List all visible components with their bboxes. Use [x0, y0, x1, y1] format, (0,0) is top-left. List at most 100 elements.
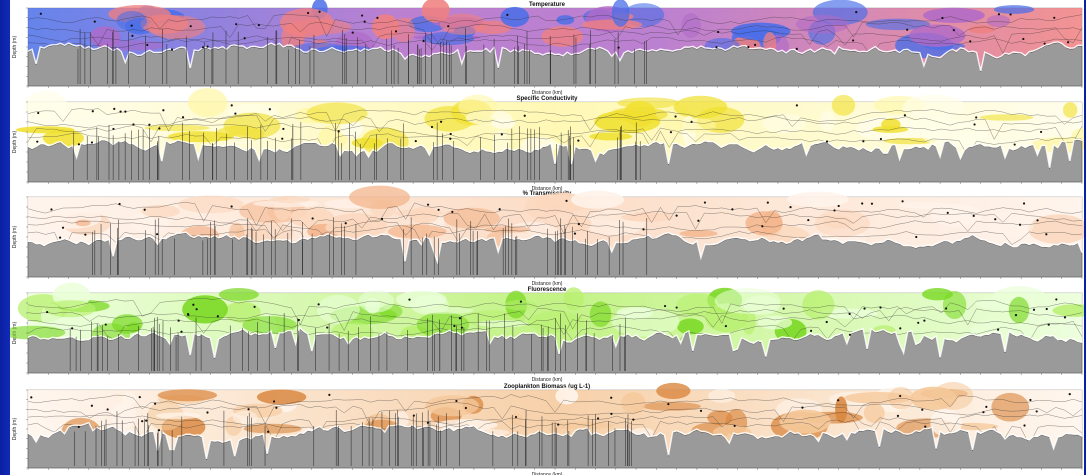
sample-point [30, 396, 33, 399]
sample-point [596, 417, 600, 420]
field-patch [991, 392, 1030, 422]
sample-point [923, 319, 926, 322]
field-patch [168, 131, 234, 143]
field-patch [349, 185, 410, 209]
field-patch [75, 219, 91, 227]
sample-point [426, 421, 430, 424]
field-patch [256, 389, 307, 405]
sample-point [412, 414, 415, 417]
sample-point [1022, 37, 1025, 41]
field-patch [714, 287, 781, 314]
field-patch [786, 191, 849, 208]
sample-point [915, 235, 918, 239]
sample-point [394, 30, 398, 33]
field-patch [986, 14, 1011, 28]
field-patch [111, 402, 137, 429]
sample-point [1036, 219, 1039, 222]
field-patch [24, 91, 68, 120]
sample-point [131, 34, 134, 37]
x-axis-label: Distance (km) [532, 90, 563, 96]
field-patch [187, 87, 228, 118]
field-patch [621, 212, 674, 222]
contour-line [27, 114, 1083, 140]
field-patch [930, 408, 962, 437]
field-patch [500, 6, 530, 27]
sample-point [154, 402, 157, 405]
sample-point [514, 415, 518, 419]
sample-point [61, 226, 65, 229]
contour-line [27, 297, 1083, 326]
sample-point [318, 10, 321, 13]
sample-point [158, 127, 161, 130]
sample-point [500, 133, 503, 136]
field-patch [931, 204, 983, 227]
sample-point [195, 308, 198, 311]
bottom-gap [27, 231, 1083, 265]
sample-point [675, 306, 678, 309]
sample-point [577, 222, 580, 226]
field-patch [679, 230, 718, 238]
field-patch [908, 118, 966, 130]
sample-point [119, 110, 122, 113]
contour-line [27, 202, 1083, 228]
field-patch [819, 110, 836, 132]
field-patch [419, 307, 474, 314]
field-patch [157, 389, 218, 402]
sample-point [879, 137, 883, 141]
sample-point [138, 395, 141, 399]
sample-point [944, 307, 948, 310]
contour-line [27, 314, 1083, 341]
sample-point [809, 329, 813, 332]
contour-line [27, 219, 1083, 243]
field-patch [270, 195, 311, 204]
sample-point [519, 300, 523, 303]
field-patch [556, 15, 575, 25]
field-patch [1052, 304, 1084, 317]
sample-point [782, 307, 785, 310]
sample-point [328, 393, 331, 396]
sample-point [234, 112, 237, 115]
sample-point [272, 400, 276, 403]
sample-point [180, 330, 183, 333]
sample-point [46, 310, 49, 314]
contour-line [27, 108, 1083, 132]
sample-point [157, 429, 161, 432]
sample-point [77, 143, 80, 146]
sample-point [189, 25, 192, 28]
field-patch [528, 311, 585, 333]
sample-point [557, 423, 560, 426]
sample-point [106, 408, 109, 411]
sample-point [243, 37, 246, 40]
sample-point [351, 31, 354, 34]
field-patch [421, 0, 450, 23]
x-axis-label: Distance (km) [532, 377, 563, 383]
field-patch [416, 311, 470, 338]
sample-point [498, 208, 501, 211]
sample-point [703, 201, 707, 204]
sample-point [669, 131, 673, 134]
sample-point [975, 116, 978, 119]
field-patch [339, 119, 363, 138]
field-patch [218, 288, 259, 301]
sample-point [801, 406, 804, 409]
sample-point [458, 317, 462, 320]
sample-point [901, 200, 904, 203]
field-patch [541, 26, 584, 47]
sample-point [39, 12, 42, 15]
panel-4: FluorescenceDepth (m)Distance (km) [10, 282, 1084, 383]
sample-point [879, 306, 882, 309]
sample-point [833, 209, 836, 212]
field-patch [779, 409, 831, 434]
field-patch [10, 325, 66, 340]
sample-point [924, 425, 927, 428]
sample-point [1029, 398, 1032, 402]
seabed [27, 42, 1083, 87]
sample-point [230, 205, 233, 208]
field-patch [932, 382, 974, 410]
contour-line [27, 225, 1083, 252]
sample-point [848, 312, 851, 315]
sample-point [610, 396, 613, 399]
sample-point [870, 202, 874, 205]
sample-point [837, 399, 840, 402]
